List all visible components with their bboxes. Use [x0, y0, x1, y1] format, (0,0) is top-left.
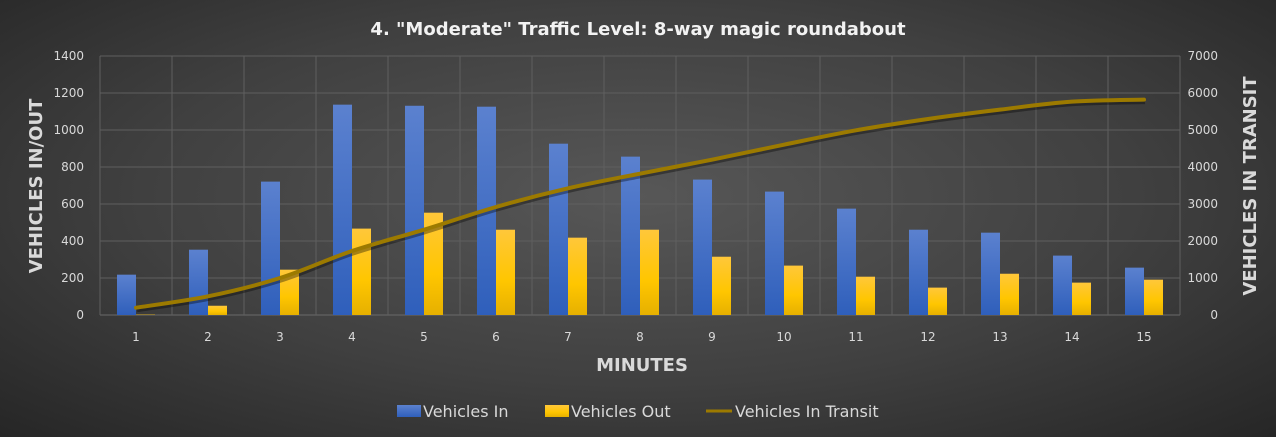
bar-vehicles-in	[261, 181, 280, 315]
left-axis-ticks: 0 200 400 600 800 1000 1200 1400	[53, 49, 84, 322]
bar-vehicles-in	[117, 274, 136, 315]
x-tick-label: 2	[204, 330, 212, 344]
y-axis-label: VEHICLES IN/OUT	[26, 98, 47, 273]
bar-vehicles-out	[1144, 279, 1163, 315]
x-tick-label: 15	[1136, 330, 1151, 344]
y-tick-label: 0	[76, 308, 84, 322]
bar-vehicles-out	[424, 212, 443, 315]
bar-vehicles-out	[1000, 273, 1019, 315]
y2-tick-label: 5000	[1187, 123, 1218, 137]
y2-tick-label: 6000	[1187, 86, 1218, 100]
y2-tick-label: 3000	[1187, 197, 1218, 211]
bar-vehicles-out	[928, 287, 947, 315]
transit-line-group	[134, 97, 1146, 313]
y2-tick-label: 7000	[1187, 49, 1218, 63]
bar-vehicles-in	[1125, 267, 1144, 315]
y2-tick-label: 2000	[1187, 234, 1218, 248]
legend-label-vehicles-in-transit: Vehicles In Transit	[735, 402, 879, 421]
y-tick-label: 1000	[53, 123, 84, 137]
bar-vehicles-in	[981, 232, 1000, 315]
legend-label-vehicles-out: Vehicles Out	[571, 402, 671, 421]
bar-vehicles-in	[837, 208, 856, 315]
y2-tick-label: 4000	[1187, 160, 1218, 174]
bar-vehicles-out	[496, 229, 515, 315]
bar-vehicles-out	[208, 305, 227, 315]
bar-vehicles-in	[909, 229, 928, 315]
bar-vehicles-out	[568, 237, 587, 315]
bar-vehicles-out	[640, 229, 659, 315]
bar-vehicles-out	[1072, 282, 1091, 315]
bar-vehicles-out	[280, 269, 299, 315]
x-axis-ticks: 1 2 3 4 5 6 7 8 9 10 11 12 13 14 15	[132, 330, 1151, 344]
legend-label-vehicles-in: Vehicles In	[423, 402, 509, 421]
bar-vehicles-in	[765, 191, 784, 315]
y-tick-label: 1200	[53, 86, 84, 100]
bar-vehicles-in	[621, 156, 640, 315]
x-tick-label: 5	[420, 330, 428, 344]
y2-axis-label: VEHICLES IN TRANSIT	[1240, 76, 1261, 296]
legend-swatch-vehicles-out	[545, 405, 569, 417]
x-tick-label: 7	[564, 330, 572, 344]
y-tick-label: 400	[61, 234, 84, 248]
x-tick-label: 1	[132, 330, 140, 344]
bars	[117, 104, 1163, 315]
x-tick-label: 11	[848, 330, 863, 344]
x-tick-label: 3	[276, 330, 284, 344]
x-tick-label: 9	[708, 330, 716, 344]
x-tick-label: 10	[776, 330, 791, 344]
y-tick-label: 800	[61, 160, 84, 174]
bar-vehicles-in	[549, 143, 568, 315]
x-axis-label: MINUTES	[596, 355, 688, 376]
x-tick-label: 4	[348, 330, 356, 344]
x-tick-label: 12	[920, 330, 935, 344]
legend: Vehicles In Vehicles Out Vehicles In Tra…	[397, 402, 879, 421]
bar-vehicles-in	[405, 105, 424, 315]
bar-vehicles-in	[333, 104, 352, 315]
y-tick-label: 1400	[53, 49, 84, 63]
bar-vehicles-out	[784, 265, 803, 315]
y-tick-label: 200	[61, 271, 84, 285]
chart-title: 4. "Moderate" Traffic Level: 8-way magic…	[370, 19, 906, 40]
right-axis-ticks: 0 1000 2000 3000 4000 5000 6000 7000	[1187, 49, 1218, 322]
bar-vehicles-in	[1053, 255, 1072, 315]
x-tick-label: 13	[992, 330, 1007, 344]
y-tick-label: 600	[61, 197, 84, 211]
transit-line-shadow	[136, 99, 1146, 313]
bar-vehicles-out	[352, 228, 371, 315]
legend-swatch-vehicles-in	[397, 405, 421, 417]
bar-vehicles-in	[693, 179, 712, 315]
x-tick-label: 14	[1064, 330, 1079, 344]
x-tick-label: 8	[636, 330, 644, 344]
bar-vehicles-in	[189, 249, 208, 315]
y2-tick-label: 1000	[1187, 271, 1218, 285]
bar-vehicles-out	[712, 256, 731, 315]
y2-tick-label: 0	[1210, 308, 1218, 322]
x-tick-label: 6	[492, 330, 500, 344]
bar-vehicles-out	[856, 276, 875, 315]
